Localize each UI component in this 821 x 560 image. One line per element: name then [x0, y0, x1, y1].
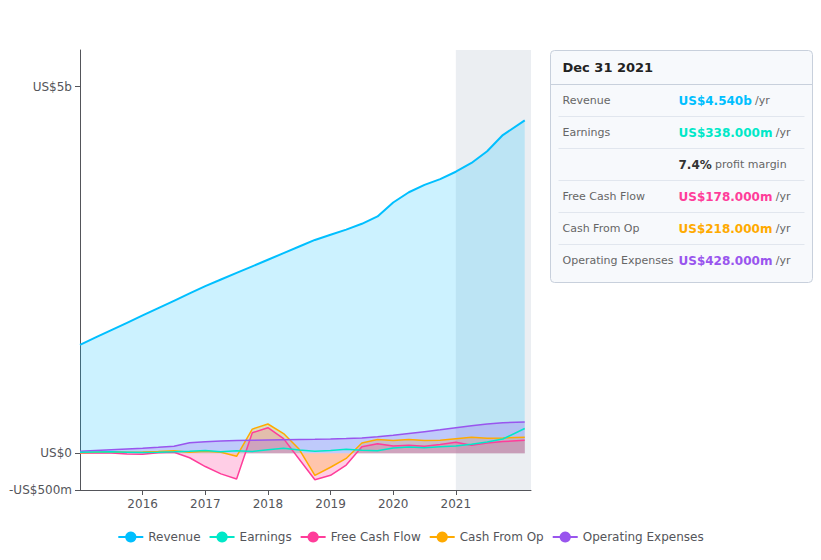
svg-text:/yr: /yr	[755, 94, 770, 107]
svg-text:/yr: /yr	[776, 222, 791, 235]
svg-text:2019: 2019	[315, 497, 346, 511]
svg-text:Free Cash Flow: Free Cash Flow	[563, 190, 646, 203]
svg-text:2021: 2021	[441, 497, 472, 511]
svg-text:2017: 2017	[190, 497, 221, 511]
svg-text:/yr: /yr	[776, 126, 791, 139]
svg-text:Operating Expenses: Operating Expenses	[563, 254, 674, 267]
svg-text:2018: 2018	[253, 497, 284, 511]
svg-text:US$428.000m: US$428.000m	[679, 254, 773, 268]
svg-text:Revenue: Revenue	[148, 530, 200, 544]
svg-text:Dec 31 2021: Dec 31 2021	[563, 60, 654, 75]
svg-text:Earnings: Earnings	[240, 530, 292, 544]
svg-text:Cash From Op: Cash From Op	[460, 530, 544, 544]
svg-text:US$0: US$0	[40, 446, 72, 460]
svg-text:-US$500m: -US$500m	[9, 483, 72, 497]
svg-text:Revenue: Revenue	[563, 94, 611, 107]
svg-text:Operating Expenses: Operating Expenses	[583, 530, 704, 544]
svg-text:US$4.540b: US$4.540b	[679, 94, 753, 108]
svg-text:2016: 2016	[127, 497, 158, 511]
svg-text:Earnings: Earnings	[563, 126, 611, 139]
svg-text:/yr: /yr	[776, 254, 791, 267]
svg-text:/yr: /yr	[776, 190, 791, 203]
svg-text:US$178.000m: US$178.000m	[679, 190, 773, 204]
svg-text:US$5b: US$5b	[33, 80, 72, 94]
svg-text:Free Cash Flow: Free Cash Flow	[331, 530, 421, 544]
svg-text:2020: 2020	[378, 497, 409, 511]
svg-text:Cash From Op: Cash From Op	[563, 222, 640, 235]
svg-text:profit margin: profit margin	[715, 158, 787, 171]
svg-text:US$218.000m: US$218.000m	[679, 222, 773, 236]
svg-text:US$338.000m: US$338.000m	[679, 126, 773, 140]
svg-text:7.4%: 7.4%	[679, 158, 712, 172]
